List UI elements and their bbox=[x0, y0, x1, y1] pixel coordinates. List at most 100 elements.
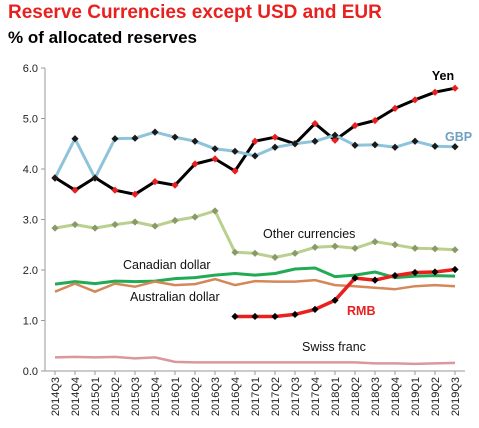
data-point bbox=[351, 244, 359, 252]
data-point bbox=[211, 207, 219, 215]
data-point bbox=[151, 128, 159, 136]
data-point bbox=[331, 131, 339, 139]
data-point bbox=[291, 249, 299, 257]
x-tick-label: 2016Q4 bbox=[230, 377, 242, 416]
data-point bbox=[51, 174, 59, 182]
series-swiss-franc bbox=[54, 355, 456, 366]
x-tick-label: 2019Q2 bbox=[430, 377, 442, 416]
data-point bbox=[151, 178, 159, 186]
x-tick-label: 2018Q2 bbox=[350, 377, 362, 416]
chart-title: Reserve Currencies except USD and EUR bbox=[8, 2, 382, 23]
x-tick-label: 2015Q2 bbox=[110, 377, 122, 416]
data-point bbox=[91, 174, 99, 182]
x-tick-label: 2019Q3 bbox=[450, 377, 462, 416]
data-point bbox=[391, 104, 399, 112]
data-point bbox=[251, 152, 259, 160]
y-tick-label: 5.0 bbox=[23, 114, 38, 126]
series-rmb bbox=[231, 265, 459, 321]
series-gbp bbox=[51, 128, 459, 182]
data-point bbox=[411, 268, 419, 277]
data-point bbox=[411, 137, 419, 145]
data-point bbox=[451, 246, 459, 254]
data-point bbox=[51, 224, 59, 232]
data-point bbox=[251, 249, 259, 257]
data-point bbox=[211, 155, 219, 163]
x-tick-label: 2016Q1 bbox=[170, 377, 182, 416]
data-point bbox=[371, 238, 379, 246]
label-yen: Yen bbox=[432, 69, 454, 83]
data-point bbox=[311, 305, 319, 313]
data-point bbox=[91, 224, 99, 232]
data-point bbox=[111, 186, 119, 194]
axes: 0.0 1.0 2.0 3.0 4.0 5.0 6.0 2014Q3 2014Q4 2015Q1 2… bbox=[23, 63, 465, 416]
data-point bbox=[231, 248, 239, 256]
data-point bbox=[331, 136, 339, 144]
data-point bbox=[451, 143, 459, 151]
data-point bbox=[311, 243, 319, 251]
label-australian-dollar: Australian dollar bbox=[130, 290, 220, 304]
data-point bbox=[171, 216, 179, 225]
data-point bbox=[371, 141, 379, 149]
data-point bbox=[451, 84, 459, 92]
data-point bbox=[131, 134, 139, 142]
x-tick-label: 2015Q4 bbox=[150, 377, 162, 416]
data-point bbox=[431, 245, 439, 253]
x-tick-label: 2018Q4 bbox=[390, 377, 402, 416]
data-point bbox=[391, 241, 399, 249]
x-tick-label: 2014Q4 bbox=[70, 377, 82, 416]
x-tick-label: 2018Q1 bbox=[330, 377, 342, 416]
series-other-currencies bbox=[51, 207, 459, 261]
data-point bbox=[191, 213, 199, 221]
x-tick-label: 2017Q2 bbox=[270, 377, 282, 416]
x-tick-label: 2015Q3 bbox=[130, 377, 142, 416]
data-point bbox=[271, 143, 279, 151]
data-point bbox=[371, 276, 379, 284]
data-point bbox=[71, 186, 79, 194]
data-point bbox=[431, 268, 439, 276]
data-point bbox=[411, 96, 419, 104]
x-tick-label: 2018Q3 bbox=[370, 377, 382, 416]
data-point bbox=[111, 135, 119, 143]
data-point bbox=[391, 143, 399, 151]
data-point bbox=[231, 147, 239, 155]
series-lines bbox=[51, 84, 459, 366]
series-line bbox=[54, 355, 456, 366]
data-point bbox=[251, 137, 259, 145]
label-other-currencies: Other currencies bbox=[263, 227, 355, 241]
data-point bbox=[131, 190, 139, 198]
data-point bbox=[111, 220, 119, 229]
data-point bbox=[231, 312, 239, 321]
x-tick-label: 2017Q4 bbox=[310, 377, 322, 416]
data-point bbox=[331, 242, 339, 250]
data-point bbox=[131, 218, 139, 226]
x-tick-label: 2015Q1 bbox=[90, 377, 102, 416]
x-tick-label: 2017Q1 bbox=[250, 377, 262, 416]
label-swiss-franc: Swiss franc bbox=[302, 340, 366, 354]
y-tick-label: 4.0 bbox=[23, 164, 38, 176]
data-point bbox=[431, 142, 439, 150]
data-point bbox=[271, 133, 279, 141]
data-point bbox=[171, 133, 179, 141]
data-point bbox=[191, 137, 199, 145]
y-tick-label: 6.0 bbox=[23, 63, 38, 75]
data-point bbox=[291, 140, 299, 148]
series-line bbox=[54, 277, 456, 293]
x-tick-label: 2014Q3 bbox=[50, 377, 62, 416]
data-point bbox=[351, 141, 359, 149]
series-labels: Yen GBP Other currencies Canadian dollar Aus… bbox=[123, 69, 472, 354]
x-tick-label: 2016Q3 bbox=[210, 377, 222, 416]
data-point bbox=[291, 310, 299, 319]
data-point bbox=[151, 222, 159, 230]
data-point bbox=[251, 312, 259, 321]
data-point bbox=[71, 135, 79, 143]
data-point bbox=[211, 145, 219, 153]
data-point bbox=[71, 220, 79, 229]
data-point bbox=[271, 312, 279, 321]
x-tick-label: 2017Q3 bbox=[290, 377, 302, 416]
data-point bbox=[351, 274, 359, 282]
data-point bbox=[311, 119, 319, 128]
data-point bbox=[171, 181, 179, 189]
data-point bbox=[271, 253, 279, 261]
data-point bbox=[311, 137, 319, 145]
